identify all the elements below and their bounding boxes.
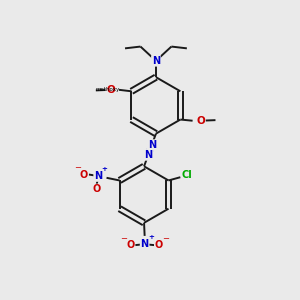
Text: +: + [148,234,154,240]
Text: −: − [120,234,127,243]
Text: O: O [155,240,163,250]
Text: O: O [80,169,88,179]
Text: O: O [126,240,134,250]
Text: N: N [144,150,152,160]
Text: N: N [148,140,156,150]
Text: N: N [141,239,149,249]
Text: −: − [162,234,169,243]
Text: O: O [196,116,205,126]
Text: Cl: Cl [182,170,192,180]
Text: methoxy: methoxy [96,87,120,92]
Text: O: O [106,85,115,95]
Text: +: + [101,166,107,172]
Text: −: − [74,164,81,172]
Text: O: O [93,184,101,194]
Text: N: N [152,56,160,66]
Text: N: N [94,171,102,181]
